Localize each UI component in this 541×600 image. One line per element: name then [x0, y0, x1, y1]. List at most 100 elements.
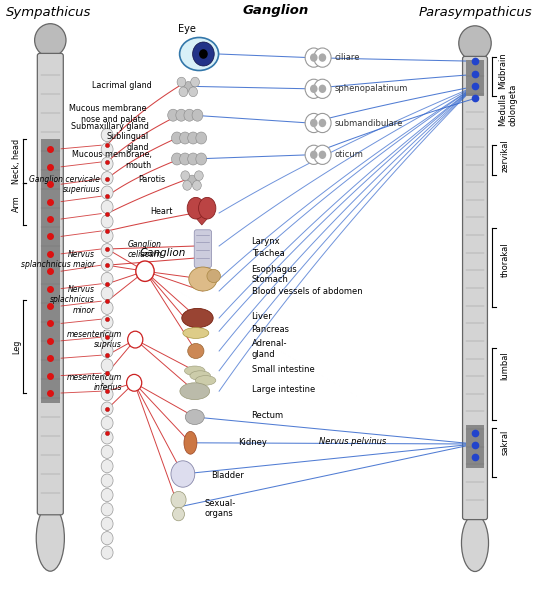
Text: Arm: Arm: [12, 196, 21, 212]
Circle shape: [314, 113, 331, 133]
Circle shape: [101, 431, 113, 444]
Circle shape: [101, 301, 113, 314]
Text: Ganglion: Ganglion: [139, 248, 186, 258]
Ellipse shape: [185, 409, 204, 425]
Text: Larynx: Larynx: [252, 236, 280, 246]
Ellipse shape: [195, 376, 216, 385]
Circle shape: [171, 132, 182, 144]
Text: Submaxillary gland
Sublingual
gland: Submaxillary gland Sublingual gland: [71, 122, 149, 152]
Circle shape: [188, 153, 199, 165]
Ellipse shape: [35, 23, 66, 57]
Circle shape: [310, 53, 318, 62]
Text: mesentericum
suprius: mesentericum suprius: [67, 330, 122, 349]
Text: Esophagus
Stomach: Esophagus Stomach: [252, 265, 298, 284]
Circle shape: [314, 145, 331, 164]
Circle shape: [193, 181, 201, 190]
Text: Trachea: Trachea: [252, 249, 285, 258]
Ellipse shape: [184, 431, 197, 454]
Ellipse shape: [36, 505, 64, 571]
Text: Ganglion
celiacum: Ganglion celiacum: [128, 240, 162, 259]
Circle shape: [319, 151, 326, 159]
Ellipse shape: [173, 508, 184, 521]
Ellipse shape: [188, 343, 204, 358]
Circle shape: [128, 331, 143, 348]
Ellipse shape: [461, 514, 489, 571]
Circle shape: [310, 119, 318, 127]
Text: thorakal: thorakal: [500, 242, 510, 277]
Circle shape: [196, 132, 207, 144]
Ellipse shape: [189, 267, 217, 291]
Circle shape: [305, 145, 322, 164]
Circle shape: [101, 186, 113, 199]
Circle shape: [171, 461, 195, 487]
Ellipse shape: [180, 383, 210, 400]
Circle shape: [190, 77, 200, 87]
Circle shape: [101, 546, 113, 559]
Circle shape: [179, 87, 188, 97]
Ellipse shape: [459, 26, 491, 61]
Circle shape: [101, 503, 113, 516]
Circle shape: [176, 109, 187, 121]
Text: Ganglion cervicale
superiuus: Ganglion cervicale superiuus: [29, 175, 100, 194]
Ellipse shape: [171, 491, 186, 508]
Circle shape: [101, 359, 113, 372]
Circle shape: [184, 82, 193, 91]
Circle shape: [101, 474, 113, 487]
Circle shape: [101, 344, 113, 358]
Circle shape: [168, 109, 179, 121]
Circle shape: [101, 200, 113, 214]
Ellipse shape: [180, 37, 219, 70]
Text: Bladder: Bladder: [211, 470, 244, 480]
Text: Parasympathicus: Parasympathicus: [418, 6, 532, 19]
Ellipse shape: [183, 328, 209, 338]
Circle shape: [196, 153, 207, 165]
Ellipse shape: [199, 197, 216, 219]
Text: Nervus
splachnicus
minor: Nervus splachnicus minor: [50, 285, 95, 315]
Circle shape: [195, 171, 203, 181]
Circle shape: [319, 53, 326, 62]
Bar: [41, 139, 60, 403]
Circle shape: [101, 215, 113, 228]
Text: Small intestine: Small intestine: [252, 365, 314, 374]
Circle shape: [101, 272, 113, 286]
Text: Pancreas: Pancreas: [252, 325, 289, 335]
Text: ciliare: ciliare: [334, 53, 360, 62]
Text: sphenopalatinum: sphenopalatinum: [334, 84, 408, 93]
Text: Ganglion: Ganglion: [243, 4, 309, 17]
Circle shape: [188, 175, 196, 185]
FancyBboxPatch shape: [463, 56, 487, 520]
Circle shape: [180, 153, 190, 165]
Text: Neck, head: Neck, head: [12, 139, 21, 184]
Text: Nervus
splanchnicus major: Nervus splanchnicus major: [21, 250, 95, 269]
Bar: [466, 425, 484, 468]
Circle shape: [101, 287, 113, 300]
Circle shape: [101, 143, 113, 156]
Circle shape: [101, 488, 113, 502]
Circle shape: [183, 181, 192, 190]
Circle shape: [184, 109, 195, 121]
Circle shape: [101, 172, 113, 185]
Text: Blood vessels of abdomen: Blood vessels of abdomen: [252, 286, 362, 295]
Bar: [466, 60, 484, 96]
Polygon shape: [189, 210, 215, 225]
Circle shape: [189, 87, 197, 97]
Circle shape: [305, 48, 322, 67]
Circle shape: [305, 113, 322, 133]
Ellipse shape: [190, 371, 210, 380]
Circle shape: [310, 85, 318, 93]
Circle shape: [319, 119, 326, 127]
Text: sakral: sakral: [500, 430, 510, 455]
Text: Rectum: Rectum: [252, 410, 283, 420]
Circle shape: [305, 79, 322, 98]
Circle shape: [101, 316, 113, 329]
Text: Kidney: Kidney: [238, 438, 267, 447]
Text: Parotis: Parotis: [138, 175, 165, 185]
Text: Lacrimal gland: Lacrimal gland: [92, 81, 151, 89]
Text: Large intestine: Large intestine: [252, 385, 315, 395]
Text: Mucous membrane,
mouth: Mucous membrane, mouth: [71, 151, 151, 170]
Circle shape: [314, 48, 331, 67]
Circle shape: [199, 49, 208, 59]
Circle shape: [101, 517, 113, 530]
Text: Nervus pelvinus: Nervus pelvinus: [319, 437, 386, 445]
Text: Sexual-
organs: Sexual- organs: [204, 499, 236, 518]
